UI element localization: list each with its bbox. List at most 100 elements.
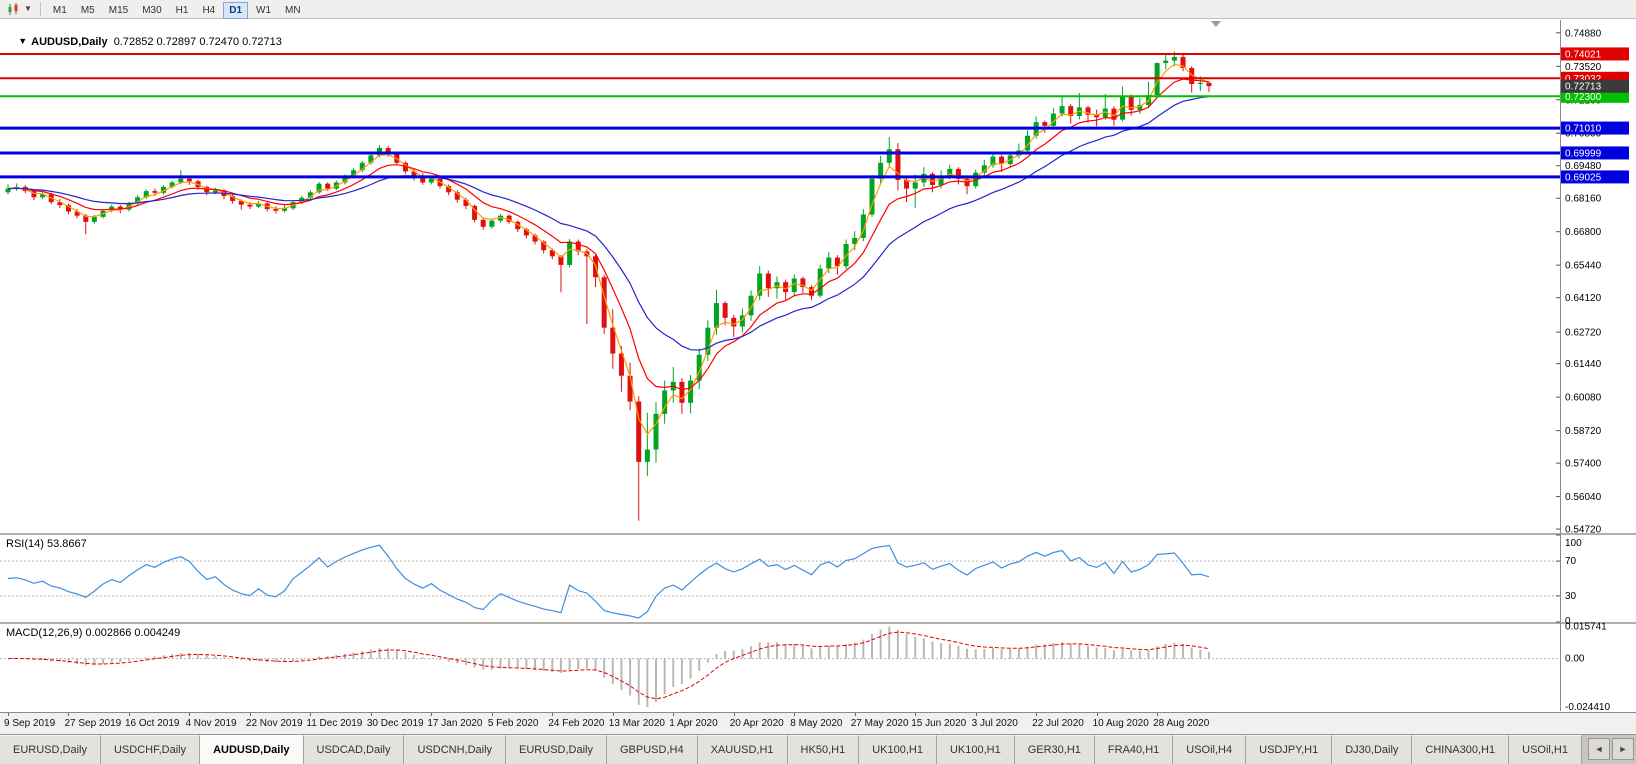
candle-body: [757, 273, 763, 296]
chart-canvas[interactable]: 0.748800.735200.721600.708000.694800.681…: [0, 20, 1636, 712]
timeframe-button-d1[interactable]: D1: [223, 1, 249, 19]
candle-body: [489, 220, 495, 227]
chart-tab-hk50-h1[interactable]: HK50,H1: [787, 735, 860, 764]
candle-body: [5, 188, 11, 193]
candle-body: [618, 353, 624, 376]
macd-indicator-label: MACD(12,26,9) 0.002866 0.004249: [6, 627, 181, 639]
candle-body: [938, 176, 944, 185]
panel-separator: [0, 622, 1636, 624]
candle-body: [800, 278, 806, 288]
candle-body: [169, 182, 175, 187]
chart-type-dropdown[interactable]: ▼: [4, 2, 35, 16]
time-axis-tick: [975, 713, 977, 716]
timeframe-button-mn[interactable]: MN: [279, 2, 307, 19]
candle-body: [1085, 107, 1091, 115]
candle-body: [532, 235, 538, 242]
rsi-panel[interactable]: 100 70 30 0: [0, 534, 1582, 627]
timeframe-button-m30[interactable]: M30: [136, 2, 167, 19]
candle-body: [886, 149, 892, 163]
chart-tab-usdcad-daily[interactable]: USDCAD,Daily: [303, 735, 405, 764]
chart-ohlc-values: 0.72852 0.72897 0.72470 0.72713: [113, 36, 282, 48]
candle-body: [878, 162, 884, 179]
panel-divider[interactable]: [0, 532, 1636, 535]
candle-body: [1206, 82, 1212, 87]
chart-tab-china300-h1[interactable]: CHINA300,H1: [1412, 735, 1510, 764]
candle-body: [644, 449, 650, 462]
time-axis[interactable]: 9 Sep 2019 27 Sep 2019 16 Oct 2019 4 Nov 20…: [0, 712, 1636, 735]
timeframe-button-m15[interactable]: M15: [103, 2, 134, 19]
candle-body: [679, 381, 685, 403]
price-marker-label: 0.72713: [1561, 79, 1629, 93]
candle-body: [826, 257, 832, 269]
candle-body: [1197, 82, 1203, 85]
candle-body: [74, 211, 80, 216]
time-axis-tick: [491, 713, 493, 716]
chart-tab-eurusd-daily[interactable]: EURUSD,Daily: [0, 735, 101, 764]
candle-body: [152, 191, 158, 193]
chart-tab-usoil-h4[interactable]: USOil,H4: [1173, 735, 1247, 764]
timeframe-button-h4[interactable]: H4: [196, 2, 221, 19]
rsi-tick-label: 0: [1565, 616, 1571, 627]
rsi-tick-label: 30: [1565, 591, 1577, 602]
chart-tab-dj30-daily[interactable]: DJ30,Daily: [1332, 735, 1413, 764]
candle-body: [731, 317, 737, 327]
price-tick-label: 0.66800: [1565, 227, 1602, 238]
time-axis-tick: [1157, 713, 1159, 716]
price-tick-label: 0.60080: [1565, 393, 1602, 404]
candle-body: [852, 237, 858, 245]
candle-body: [999, 156, 1005, 165]
chart-tab-usdchf-daily[interactable]: USDCHF,Daily: [100, 735, 201, 764]
chart-tab-uk100-h1[interactable]: UK100,H1: [859, 735, 937, 764]
candle-body: [1180, 56, 1186, 69]
candle-body: [973, 172, 979, 187]
chart-tab-usdjpy-h1[interactable]: USDJPY,H1: [1246, 735, 1333, 764]
chart-tab-ger30-h1[interactable]: GER30,H1: [1014, 735, 1095, 764]
chart-tab-usoil-h1[interactable]: USOil,H1: [1509, 735, 1582, 764]
horizontal-lines: [0, 52, 1560, 179]
time-axis-tick: [370, 713, 372, 716]
candle-body: [947, 168, 953, 177]
chart-tab-uk100-h1[interactable]: UK100,H1: [936, 735, 1015, 764]
candle-body: [238, 200, 244, 205]
candle-body: [662, 390, 668, 414]
candle-body: [91, 216, 97, 222]
tabs-scroll-left-button[interactable]: ◄: [1588, 738, 1610, 760]
candle-body: [40, 194, 46, 198]
date-label: 8 May 2020: [790, 718, 843, 729]
chart-tab-usdcnh-daily[interactable]: USDCNH,Daily: [404, 735, 507, 764]
chart-shift-marker[interactable]: [1210, 21, 1221, 27]
chart-tab-eurusd-daily[interactable]: EURUSD,Daily: [506, 735, 607, 764]
macd-tick-label: 0.015741: [1565, 622, 1607, 633]
timeframe-button-w1[interactable]: W1: [250, 2, 277, 19]
timeframe-button-m5[interactable]: M5: [75, 2, 101, 19]
one-click-trading-triangle-icon[interactable]: ▼: [18, 36, 28, 46]
candle-body: [567, 241, 573, 265]
candle-body: [1111, 108, 1117, 120]
rsi-tick-label: 100: [1565, 538, 1582, 549]
tabs-scroll-right-button[interactable]: ►: [1612, 738, 1634, 760]
chart-tab-audusd-daily[interactable]: AUDUSD,Daily: [200, 735, 304, 764]
chart-tab-xauusd-h1[interactable]: XAUUSD,H1: [697, 735, 788, 764]
chart-tab-gbpusd-h4[interactable]: GBPUSD,H4: [607, 735, 698, 764]
candle-body: [627, 375, 633, 402]
price-tick-label: 0.65440: [1565, 261, 1602, 272]
tab-scroll-arrows: ◄ ►: [1588, 734, 1634, 764]
svg-text:0.74021: 0.74021: [1565, 49, 1602, 60]
time-axis-tick: [1036, 713, 1038, 716]
panel-divider[interactable]: [0, 621, 1636, 624]
macd-panel[interactable]: 0.015741 0.00 -0.024410: [0, 622, 1610, 712]
chart-tab-fra40-h1[interactable]: FRA40,H1: [1094, 735, 1174, 764]
date-label: 13 Mar 2020: [608, 718, 665, 729]
candle-body: [549, 250, 555, 257]
timeframe-button-m1[interactable]: M1: [47, 2, 73, 19]
top-toolbar: ▼ M1 M5 M15 M30 H1 H4 D1 W1 MN: [0, 0, 1636, 19]
price-tick-label: 0.58720: [1565, 426, 1602, 437]
price-tick-label: 0.61440: [1565, 359, 1602, 370]
svg-text:0.71010: 0.71010: [1565, 124, 1602, 135]
candle-body: [368, 155, 374, 163]
candle-body: [342, 176, 348, 183]
macd-tick-label: 0.00: [1565, 654, 1585, 665]
date-label: 11 Dec 2019: [306, 718, 363, 729]
candle-body: [955, 168, 961, 179]
timeframe-button-h1[interactable]: H1: [170, 2, 195, 19]
